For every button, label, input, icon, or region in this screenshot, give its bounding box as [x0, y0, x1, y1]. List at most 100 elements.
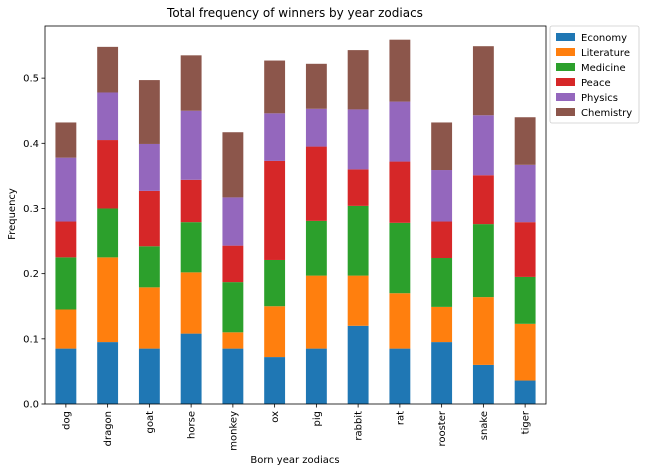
legend-label-medicine: Medicine [581, 63, 626, 74]
bar-monkey-physics [222, 197, 244, 246]
bar-rat-literature [389, 293, 411, 349]
y-tick-label: 0.4 [23, 139, 39, 150]
bar-dragon-literature [97, 257, 119, 343]
bar-horse-physics [180, 110, 202, 180]
x-tick-label-rooster: rooster [437, 410, 448, 446]
bar-tiger-medicine [514, 276, 536, 324]
bar-rat-economy [389, 348, 411, 404]
legend-swatch-literature [556, 48, 575, 56]
bar-horse-economy [180, 333, 202, 404]
bar-horse-peace [180, 179, 202, 223]
bar-goat-peace [138, 190, 160, 247]
bar-goat-chemistry [138, 80, 160, 144]
bar-snake-physics [472, 115, 494, 176]
bar-horse-literature [180, 272, 202, 334]
bar-snake-literature [472, 297, 494, 365]
bar-dragon-medicine [97, 208, 119, 258]
bar-horse-chemistry [180, 55, 202, 111]
legend: Economy Literature Medicine Peace Physics Che… [549, 25, 640, 124]
legend-swatch-peace [556, 78, 575, 86]
bar-pig-economy [305, 348, 327, 404]
x-tick-label-pig: pig [312, 411, 323, 426]
bar-goat-medicine [138, 246, 160, 288]
bar-dog-physics [55, 157, 77, 222]
bar-rabbit-chemistry [347, 50, 369, 110]
bar-goat-physics [138, 143, 160, 191]
bar-tiger-chemistry [514, 117, 536, 165]
plot-frame [44, 25, 547, 405]
bar-monkey-peace [222, 245, 244, 283]
bar-goat-economy [138, 348, 160, 404]
legend-label-economy: Economy [581, 33, 627, 44]
bar-snake-peace [472, 175, 494, 225]
y-tick-label: 0.5 [23, 74, 39, 85]
bar-rabbit-physics [347, 109, 369, 170]
legend-swatch-economy [556, 33, 575, 41]
bar-monkey-economy [222, 348, 244, 404]
bar-dog-medicine [55, 257, 77, 310]
legend-swatch-physics [556, 93, 575, 101]
x-tick-label-ox: ox [270, 411, 281, 423]
bar-monkey-chemistry [222, 132, 244, 198]
x-tick-label-horse: horse [187, 411, 198, 439]
bar-rooster-peace [431, 221, 453, 259]
bar-dragon-physics [97, 92, 119, 141]
bar-rooster-chemistry [431, 122, 453, 171]
bar-rooster-economy [431, 342, 453, 404]
bar-tiger-peace [514, 222, 536, 277]
bar-rabbit-literature [347, 275, 369, 326]
bar-dog-economy [55, 348, 77, 404]
bar-rabbit-medicine [347, 205, 369, 276]
bar-horse-medicine [180, 222, 202, 273]
x-tick-label-dog: dog [61, 411, 72, 430]
bar-rabbit-peace [347, 169, 369, 206]
bar-ox-physics [264, 113, 286, 161]
x-tick-label-snake: snake [479, 411, 490, 440]
legend-label-chemistry: Chemistry [581, 108, 632, 119]
bar-dog-peace [55, 221, 77, 258]
bar-ox-economy [264, 357, 286, 404]
bar-ox-medicine [264, 259, 286, 307]
bar-rabbit-economy [347, 325, 369, 404]
y-axis-label: Frequency [7, 188, 18, 240]
bars-layer [55, 39, 536, 404]
bar-dog-chemistry [55, 122, 77, 158]
bar-rooster-medicine [431, 258, 453, 307]
legend-label-physics: Physics [581, 93, 618, 104]
bar-pig-peace [305, 146, 327, 221]
x-tick-label-rabbit: rabbit [354, 411, 365, 441]
bar-dragon-chemistry [97, 46, 119, 93]
axes-layer: 0.0 0.1 0.2 0.3 0.4 0.5 dog dragon goat horse monk… [23, 25, 547, 451]
bar-dog-literature [55, 309, 77, 349]
x-tick-label-rat: rat [395, 411, 406, 425]
bar-rat-peace [389, 161, 411, 223]
bar-ox-peace [264, 160, 286, 260]
bar-rooster-physics [431, 170, 453, 222]
legend-swatch-chemistry [556, 108, 575, 116]
bar-rat-physics [389, 101, 411, 162]
x-tick-label-monkey: monkey [228, 411, 239, 451]
bar-pig-chemistry [305, 63, 327, 109]
bar-snake-chemistry [472, 46, 494, 116]
bar-pig-literature [305, 275, 327, 349]
bar-goat-literature [138, 287, 160, 349]
x-tick-label-tiger: tiger [521, 410, 532, 434]
bar-tiger-economy [514, 380, 536, 404]
legend-swatch-medicine [556, 63, 575, 71]
legend-label-literature: Literature [581, 48, 630, 59]
bar-pig-physics [305, 108, 327, 147]
bar-ox-literature [264, 306, 286, 358]
legend-label-peace: Peace [581, 78, 611, 89]
bar-monkey-literature [222, 332, 244, 349]
bar-tiger-physics [514, 164, 536, 223]
bar-rat-medicine [389, 222, 411, 294]
chart-title: Total frequency of winners by year zodia… [166, 6, 423, 20]
bar-rat-chemistry [389, 39, 411, 102]
y-tick-label: 0.0 [23, 400, 39, 411]
y-tick-label: 0.1 [23, 334, 39, 345]
bar-pig-medicine [305, 220, 327, 276]
bar-tiger-literature [514, 323, 536, 381]
bar-dragon-peace [97, 140, 119, 209]
